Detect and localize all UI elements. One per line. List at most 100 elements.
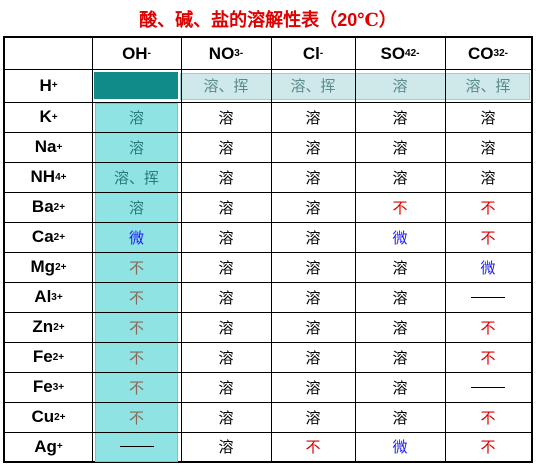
solubility-cell: 微 (355, 432, 445, 461)
row-divider (5, 222, 531, 223)
solubility-cell: 溶 (181, 132, 271, 162)
row-divider (5, 312, 531, 313)
solubility-cell: 溶 (181, 282, 271, 312)
solubility-value: 溶、挥 (203, 77, 249, 95)
anion-charge: - (147, 48, 151, 59)
solubility-value: 溶 (392, 288, 408, 307)
solubility-value: 溶 (218, 348, 234, 367)
cation-charge: 2+ (53, 321, 65, 333)
solubility-value: 溶 (218, 258, 234, 277)
solubility-cell: 不 (271, 432, 355, 461)
solubility-value: 溶、挥 (113, 168, 159, 187)
solubility-value: 溶 (305, 378, 321, 397)
row-divider (5, 432, 531, 433)
solubility-value: 不 (128, 258, 144, 277)
anion-header: NO 3- (181, 38, 271, 69)
row-divider (5, 162, 531, 163)
h-oh-highlight (94, 72, 178, 99)
cation-symbol: K (39, 107, 52, 126)
anion-symbol: Cl (302, 43, 320, 63)
row-divider (5, 69, 531, 70)
solubility-value: 溶 (218, 198, 234, 217)
solubility-value: 不 (480, 318, 496, 337)
column-divider (445, 38, 446, 461)
solubility-value: 溶 (305, 408, 321, 427)
solubility-cell: 溶 (355, 162, 445, 192)
solubility-cell: 溶 (181, 312, 271, 342)
solubility-value: 溶 (305, 288, 321, 307)
solubility-cell (92, 69, 181, 102)
solubility-cell: 溶 (271, 282, 355, 312)
solubility-value: 不 (392, 198, 408, 217)
solubility-cell: 不 (445, 402, 531, 432)
solubility-value: 溶 (305, 318, 321, 337)
anion-header: CO 3 2- (445, 38, 531, 69)
row-divider (5, 132, 531, 133)
cation-label: Na + (5, 132, 92, 162)
cation-label: Zn 2+ (5, 312, 92, 342)
solubility-cell: 溶 (355, 132, 445, 162)
solubility-value: 不 (480, 348, 496, 367)
solubility-cell: 溶 (92, 132, 181, 162)
solubility-value: 溶 (218, 408, 234, 427)
solubility-value: 不 (128, 288, 144, 307)
solubility-cell: 微 (92, 222, 181, 252)
cation-charge: + (51, 80, 58, 91)
solubility-cell: 溶 (355, 372, 445, 402)
solubility-value: 溶 (392, 168, 408, 187)
anion-symbol: OH (122, 43, 148, 63)
solubility-value: 溶 (218, 288, 234, 307)
solubility-value: 溶 (305, 198, 321, 217)
solubility-cell: 不 (445, 312, 531, 342)
title-text: 酸、碱、盐的溶解性表（ (139, 10, 338, 31)
solubility-value: 溶 (305, 138, 321, 157)
solubility-value: 溶 (218, 228, 234, 247)
cation-charge: 2+ (53, 201, 66, 213)
cation-charge: 2+ (52, 351, 65, 363)
cation-charge: 3+ (52, 381, 65, 393)
solubility-value: 微 (480, 258, 496, 277)
solubility-cell: 不 (445, 192, 531, 222)
solubility-cell: 不 (92, 372, 181, 402)
anion-charge: 2- (410, 48, 420, 59)
cation-charge: + (56, 441, 63, 452)
column-divider (271, 38, 272, 461)
cation-charge: + (56, 141, 63, 153)
solubility-cell: 溶 (355, 402, 445, 432)
solubility-value: 微 (128, 228, 144, 247)
cation-label: Cu 2+ (5, 402, 92, 432)
cation-charge: + (51, 111, 58, 123)
solubility-cell: 溶 (445, 132, 531, 162)
solubility-cell: 不 (445, 222, 531, 252)
cation-charge: 2+ (53, 231, 66, 243)
solubility-value: 微 (392, 228, 408, 247)
anion-subscript: 4 (405, 48, 411, 59)
solubility-value: 不 (480, 198, 496, 217)
solubility-value: 溶 (128, 138, 144, 157)
solubility-cell: 溶 (181, 192, 271, 222)
solubility-cell: 溶 (271, 132, 355, 162)
title-temperature: 20 (337, 10, 358, 30)
solubility-cell: — (445, 372, 531, 402)
cation-symbol: Fe (32, 347, 53, 366)
solubility-cell: 溶、挥 (271, 69, 355, 102)
cation-charge: 3+ (51, 291, 63, 303)
solubility-cell: 溶 (355, 282, 445, 312)
dash-mark (119, 446, 154, 447)
solubility-cell: 溶 (181, 222, 271, 252)
solubility-cell: 溶 (271, 312, 355, 342)
anion-subscript: 3 (234, 48, 240, 59)
solubility-cell: 微 (445, 252, 531, 282)
solubility-value: 溶 (392, 77, 408, 95)
cation-label: K + (5, 102, 92, 132)
solubility-cell: 溶 (355, 102, 445, 132)
solubility-value: 溶 (305, 258, 321, 277)
cation-symbol: Al (34, 287, 52, 306)
cation-symbol: Ba (31, 197, 54, 216)
anion-header: OH - (92, 38, 181, 69)
cation-charge: + (60, 171, 67, 183)
solubility-cell: 溶 (181, 372, 271, 402)
cation-symbol: Zn (32, 317, 54, 336)
cation-label: Ca 2+ (5, 222, 92, 252)
solubility-cell: 溶 (181, 402, 271, 432)
